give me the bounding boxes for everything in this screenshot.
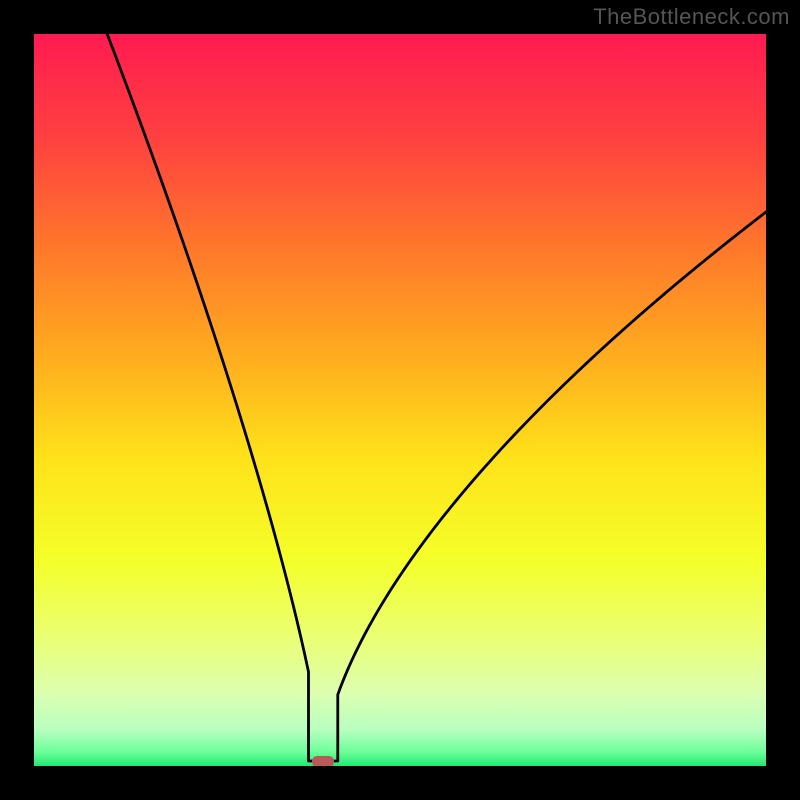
optimum-marker bbox=[312, 756, 334, 767]
watermark-text: TheBottleneck.com bbox=[593, 4, 790, 30]
bottleneck-curve bbox=[34, 34, 766, 766]
plot-area bbox=[34, 34, 766, 766]
chart-outer: TheBottleneck.com bbox=[0, 0, 800, 800]
